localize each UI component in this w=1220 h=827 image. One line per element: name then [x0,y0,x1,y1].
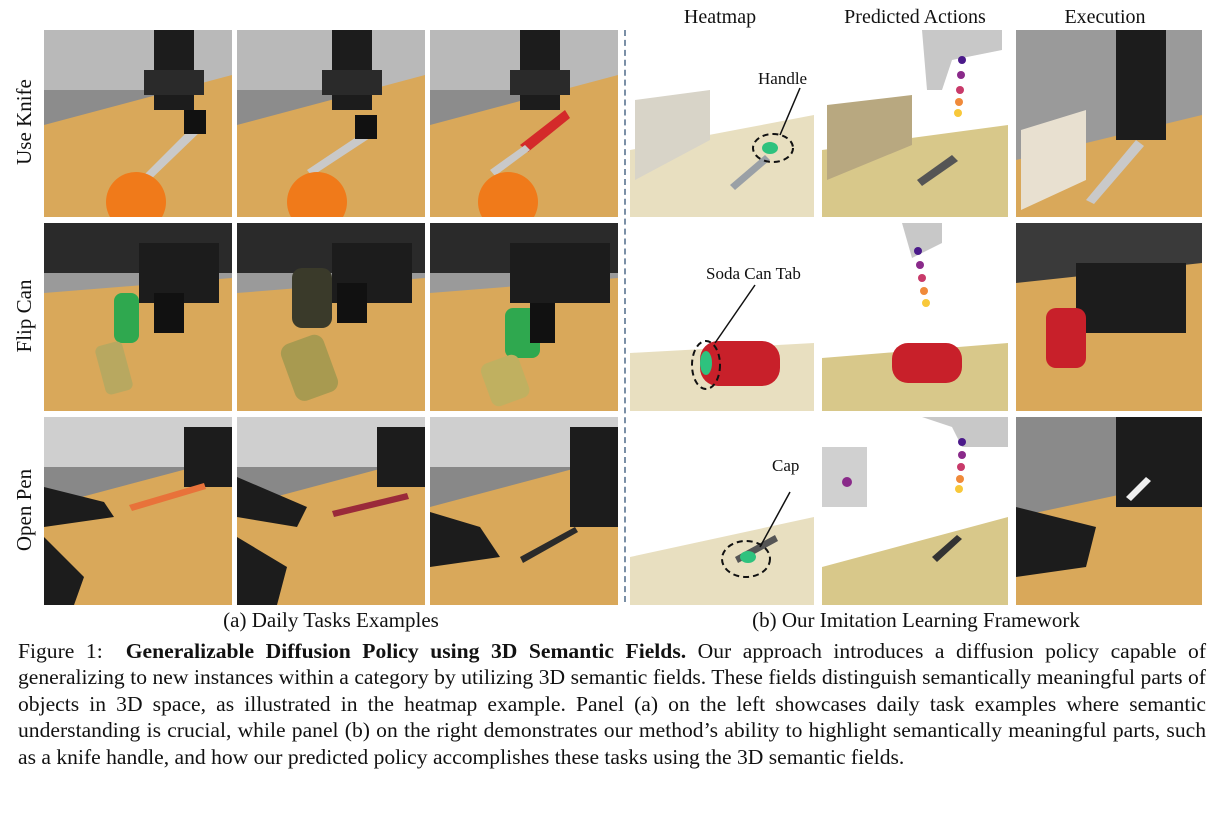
photo-open-pen-3 [430,417,618,605]
column-header-predicted-actions: Predicted Actions [844,6,986,28]
annotation-handle: Handle [758,69,808,88]
figure-title: Generalizable Diffusion Policy using 3D … [125,639,687,663]
predicted-actions-knife [822,30,1008,217]
annotation-soda-can-tab: Soda Can Tab [706,264,801,283]
predicted-actions-pen [822,417,1008,605]
heatmap-pen [630,417,814,605]
execution-knife [1016,30,1202,217]
photo-flip-can-1 [44,223,232,411]
execution-pen [1016,417,1202,605]
photo-use-knife-3 [430,30,618,217]
photo-flip-can-2 [237,223,425,411]
heatmap-can [630,223,814,411]
photo-use-knife-1 [44,30,232,217]
photo-use-knife-2 [237,30,425,217]
row-label-use-knife: Use Knife [12,79,36,165]
figure-caption-body: Our approach introduces a diffusion poli… [18,639,1207,769]
row-label-flip-can: Flip Can [12,279,36,353]
panel-divider [624,30,626,602]
photo-open-pen-2 [237,417,425,605]
column-header-heatmap: Heatmap [683,6,757,28]
execution-can [1016,223,1202,411]
photo-flip-can-3 [430,223,618,411]
figure-label: Figure 1: [18,639,103,663]
figure-caption: Figure 1: Generalizable Diffusion Policy… [18,638,1206,770]
annotation-cap: Cap [772,456,800,475]
subcaption-a: (a) Daily Tasks Examples [223,608,439,632]
subcaption-b: (b) Our Imitation Learning Framework [752,608,1080,632]
row-label-open-pen: Open Pen [12,468,36,552]
heatmap-knife [630,30,814,217]
photo-open-pen-1 [44,417,232,605]
predicted-actions-can [822,223,1008,411]
column-header-execution: Execution [1064,6,1146,28]
